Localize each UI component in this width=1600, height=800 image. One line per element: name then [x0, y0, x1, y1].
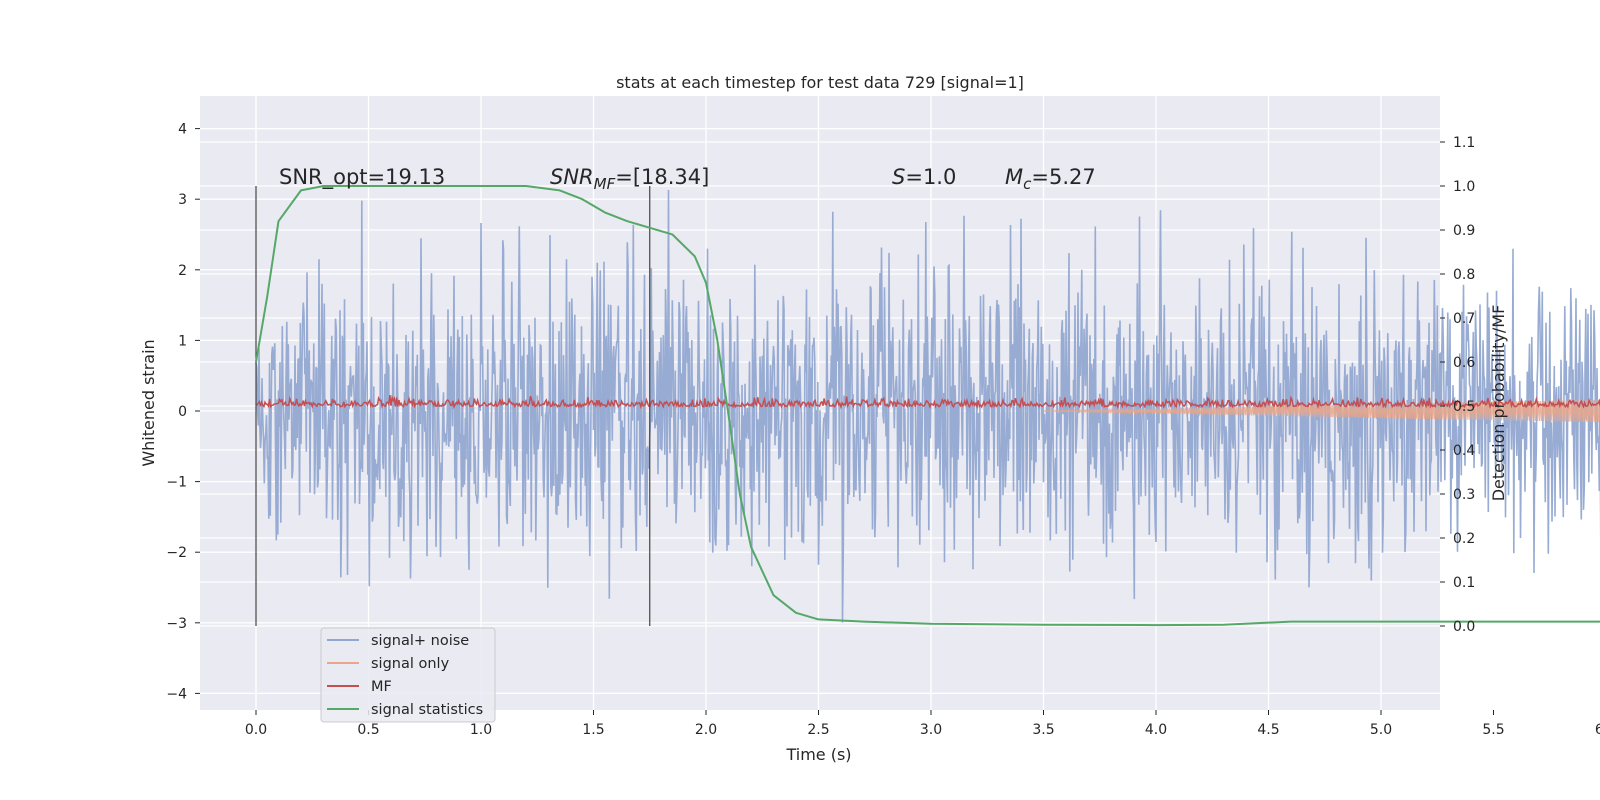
x-tick-label: 1.5	[582, 722, 604, 738]
y-tick-label-right: 0.9	[1453, 223, 1475, 239]
y-tick-label-left: 0	[178, 404, 187, 420]
y-tick-label-right: 0.0	[1453, 619, 1475, 635]
annotation-snr-mf-value: =[18.34]	[615, 165, 709, 189]
y-tick-label-right: 0.2	[1453, 531, 1475, 547]
x-tick-label: 2.0	[695, 722, 717, 738]
y-tick-label-left: −3	[166, 616, 187, 632]
y-tick-label-right: 1.0	[1453, 179, 1475, 195]
y-tick-label-right: 0.5	[1453, 399, 1475, 415]
annotation-snr-mf: SNRMF=[18.34]	[550, 165, 709, 193]
y-tick-label-right: 1.1	[1453, 135, 1475, 151]
tick-labels: 0.00.51.01.52.02.53.03.54.04.55.05.56.06…	[166, 122, 1600, 738]
legend-label-signal-statistics: signal statistics	[371, 702, 483, 718]
series-signal-statistics	[255, 185, 1600, 627]
y-tick-label-left: −4	[166, 686, 187, 702]
annotation-s-value: =1.0	[905, 165, 956, 189]
y-axis-label-left: Whitened strain	[139, 339, 158, 466]
x-axis-label: Time (s)	[785, 745, 851, 764]
legend-box	[320, 627, 496, 723]
line-mf	[255, 394, 1600, 410]
series-signal-only	[1043, 399, 1600, 423]
y-axis-label-right: Detection probability/MF	[1489, 305, 1508, 502]
series-mf	[255, 394, 1600, 410]
y-tick-label-left: 1	[178, 333, 187, 349]
y-tick-label-right: 0.3	[1453, 487, 1475, 503]
x-tick-label: 2.5	[807, 722, 829, 738]
x-tick-label: 4.5	[1257, 722, 1279, 738]
legend: signal+ noise signal only MF signal stat…	[320, 627, 496, 723]
y-tick-label-right: 0.4	[1453, 443, 1475, 459]
x-tick-label: 0.0	[245, 722, 267, 738]
x-tick-label: 6.0	[1595, 722, 1600, 738]
legend-label-mf: MF	[371, 679, 392, 695]
y-tick-label-right: 0.6	[1453, 355, 1475, 371]
y-tick-label-right: 0.1	[1453, 575, 1475, 591]
vertical-markers	[255, 186, 651, 626]
x-tick-label: 3.0	[920, 722, 942, 738]
annotation-mc-value: =5.27	[1031, 165, 1095, 189]
x-tick-label: 5.5	[1482, 722, 1504, 738]
chart-title: stats at each timestep for test data 729…	[616, 73, 1024, 92]
annotation-snr-opt: SNR_opt=19.13	[279, 165, 445, 190]
y-tick-label-left: 4	[178, 122, 187, 138]
y-tick-label-left: 2	[178, 263, 187, 279]
line-signal-statistics	[255, 185, 1600, 627]
y-tick-label-right: 0.7	[1453, 311, 1475, 327]
line-signal-only	[1043, 399, 1600, 423]
x-tick-label: 4.0	[1145, 722, 1167, 738]
y-tick-label-left: −2	[166, 545, 187, 561]
y-tick-label-right: 0.8	[1453, 267, 1475, 283]
x-tick-label: 3.5	[1032, 722, 1054, 738]
y-tick-label-left: 3	[178, 192, 187, 208]
annotation-s: S=1.0	[892, 165, 956, 189]
x-tick-label: 0.5	[357, 722, 379, 738]
x-tick-label: 1.0	[470, 722, 492, 738]
x-tick-label: 5.0	[1370, 722, 1392, 738]
annotation-mc: Mc=5.27	[1005, 165, 1096, 193]
legend-label-signal-noise: signal+ noise	[371, 633, 469, 649]
y-tick-label-left: −1	[166, 475, 187, 491]
legend-label-signal-only: signal only	[371, 656, 450, 672]
